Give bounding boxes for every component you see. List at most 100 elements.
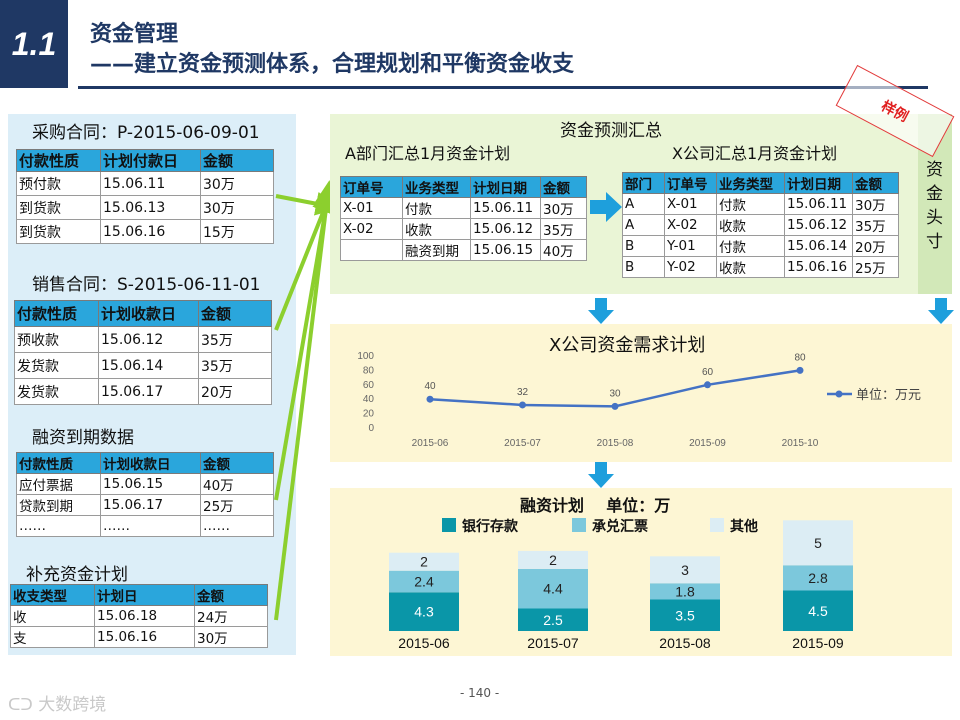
cell: 30万 [200,195,274,220]
cell: 30万 [852,193,899,215]
cell: 发货款 [14,378,99,405]
cell: 15.06.14 [98,352,199,379]
x-tick-label: 2015-08 [597,438,634,449]
data-label: 30 [609,388,621,399]
cell: 15.06.14 [784,235,853,257]
cell: 收款 [716,256,785,278]
cell: 20万 [198,378,272,405]
cell: B [622,235,665,257]
col-header: 收支类型 [10,584,95,606]
data-point [426,395,434,403]
bar-segment [783,590,853,631]
bar-value-label: 5 [814,535,822,551]
x-category-label: 2015-06 [398,635,450,651]
table-row: 到货款 15.06.13 30万 [16,195,274,220]
purchase-contract-title: 采购合同：P-2015-06-09-01 [32,123,260,143]
legend-swatch [572,518,586,532]
cell: 15.06.12 [784,214,853,236]
cell: 贷款到期 [16,494,101,516]
down-arrow-icon [588,462,614,488]
arrow-supplement [274,180,339,621]
bar-segment [389,592,459,631]
cell: B [622,256,665,278]
bar-segment [518,568,588,609]
side-label-char: 寸 [926,232,943,252]
x-tick-label: 2015-09 [689,438,726,449]
x-tick-label: 2015-06 [412,438,449,449]
cell: 收款 [402,218,471,240]
col-header: 计划收款日 [98,300,199,327]
cell: 付款 [716,193,785,215]
cell: 支 [10,626,95,648]
cell: 15.06.17 [100,494,201,516]
col-header: 计划日 [94,584,195,606]
table-row: 收 15.06.18 24万 [10,605,268,627]
cell: A [622,214,665,236]
cell: …… [16,515,101,537]
col-header: 业务类型 [402,176,471,198]
col-header: 计划付款日 [100,149,201,172]
table-row: 支 15.06.16 30万 [10,626,268,648]
col-header: 计划日期 [784,172,853,194]
cell: 25万 [852,256,899,278]
cell: A [622,193,665,215]
table-row: 发货款 15.06.14 35万 [14,352,272,379]
bar-segment [518,608,588,631]
col-header: 金额 [198,300,272,327]
cell: 35万 [540,218,587,240]
legend-label: 银行存款 [462,518,519,535]
table-row: B Y-01 付款 15.06.14 20万 [622,235,899,257]
table-row: B Y-02 收款 15.06.16 25万 [622,256,899,278]
col-header: 付款性质 [16,452,101,474]
col-header: 付款性质 [14,300,99,327]
page-number: - 140 - [460,686,500,700]
col-header: 计划收款日 [100,452,201,474]
table-row: 预付款 15.06.11 30万 [16,171,274,196]
data-label: 80 [794,352,806,363]
table-row: 发货款 15.06.17 20万 [14,378,272,405]
cell: 20万 [852,235,899,257]
cell: 40万 [200,473,274,495]
cell: 15.06.16 [94,626,195,648]
forecast-title: 资金预测汇总 [560,121,662,141]
cell: X-01 [340,197,403,219]
cell: 15.06.12 [470,218,541,240]
col-header: 金额 [852,172,899,194]
y-tick-label: 40 [363,394,375,405]
page-title: 资金管理 [90,22,179,47]
x-category-label: 2015-09 [792,635,844,651]
bar-segment [389,552,459,571]
arrow-financing [274,184,338,501]
cell: X-02 [664,214,717,236]
bar-segment [518,550,588,569]
table-row: 融资到期 15.06.15 40万 [340,239,587,261]
x-category-label: 2015-08 [659,635,711,651]
col-header: 付款性质 [16,149,101,172]
cell: 15.06.16 [100,219,201,244]
cell: Y-01 [664,235,717,257]
x-tick-label: 2015-10 [782,438,819,449]
sales-table: 付款性质 计划收款日 金额 预收款 15.06.12 35万 发货款 15.06.14… [14,300,272,405]
bar-value-label: 2.8 [808,570,828,586]
cell: …… [100,515,201,537]
bar-value-label: 2.4 [414,574,434,590]
financing-data-title: 融资到期数据 [32,428,134,448]
cell: 30万 [194,626,268,648]
down-arrow-icon [928,298,954,324]
bar-value-label: 3 [681,562,689,578]
page-subtitle: ——建立资金预测体系，合理规划和平衡资金收支 [90,52,575,77]
cell: 40万 [540,239,587,261]
table-row: ……………… [16,515,274,537]
bar-value-label: 2 [420,554,428,570]
legend-label: 单位：万元 [856,388,921,403]
table-row: X-02 收款 15.06.12 35万 [340,218,587,240]
legend-marker [835,390,843,398]
cell: 预收款 [14,326,99,353]
cell: X-01 [664,193,717,215]
y-tick-label: 0 [368,423,374,434]
cell: 35万 [198,352,272,379]
y-tick-label: 60 [363,380,375,391]
company-x-table: 部门 订单号 业务类型 计划日期 金额 A X-01 付款 15.06.11 30万 A… [622,172,899,278]
dept-a-table: 订单号 业务类型 计划日期 金额 X-01 付款 15.06.11 30万 X-02 收… [340,176,587,261]
cell: 预付款 [16,171,101,196]
